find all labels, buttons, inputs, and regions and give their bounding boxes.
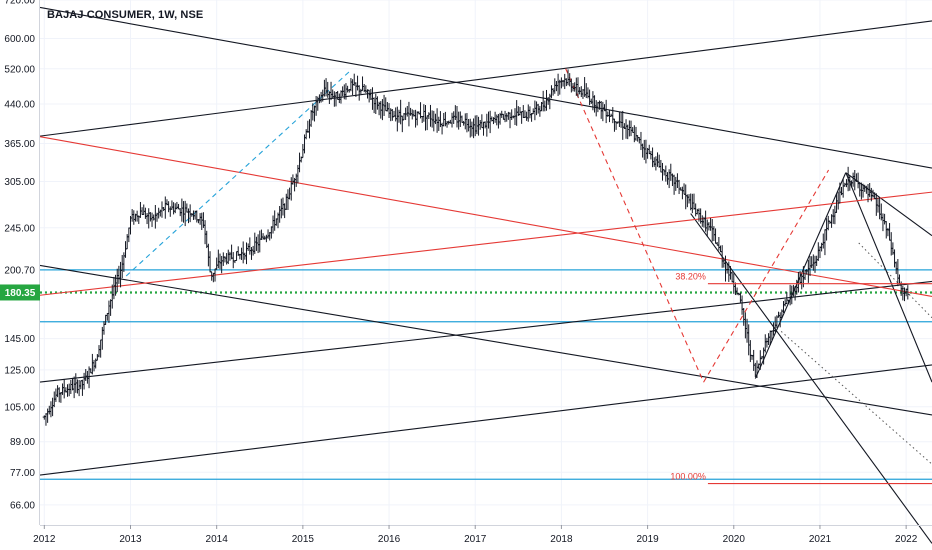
horizontal-levels bbox=[40, 269, 932, 480]
trend-line bbox=[39, 280, 932, 383]
y-tick-label: 200.70 bbox=[4, 265, 35, 276]
y-tick-label: 520.00 bbox=[4, 64, 35, 75]
y-tick-label: 365.00 bbox=[4, 139, 35, 150]
y-tick-label: 720.00 bbox=[4, 0, 35, 7]
trend-line bbox=[39, 264, 932, 416]
trend-lines bbox=[39, 6, 932, 544]
last-price-tag: 180.35 bbox=[0, 284, 40, 301]
trend-line bbox=[845, 172, 932, 383]
dotted-line bbox=[858, 242, 932, 319]
y-tick-label: 125.00 bbox=[4, 365, 35, 376]
x-tick-label: 2022 bbox=[895, 534, 918, 545]
last-price-label: 180.35 bbox=[5, 288, 36, 299]
y-tick-label: 245.00 bbox=[4, 223, 35, 234]
y-tick-label: 600.00 bbox=[4, 34, 35, 45]
y-tick-label: 145.00 bbox=[4, 334, 35, 345]
trend-line bbox=[39, 364, 932, 476]
trend-line bbox=[39, 6, 932, 169]
chart-title: BAJAJ CONSUMER, 1W, NSE bbox=[47, 9, 204, 21]
x-tick-label: 2019 bbox=[636, 534, 659, 545]
trend-line bbox=[39, 20, 932, 137]
dashed-line bbox=[565, 68, 705, 383]
x-tick-label: 2013 bbox=[119, 534, 142, 545]
fib-levels: 38.20% 100.00% bbox=[670, 272, 932, 485]
fib-level-label: 38.20% bbox=[675, 272, 706, 282]
y-axis: 720.00 600.00 520.00 440.00 365.00 305.00 245.… bbox=[4, 0, 40, 525]
fib-level-label: 100.00% bbox=[670, 472, 706, 482]
x-axis: 2012 2013 2014 2015 2016 2017 2018 2019 2020 2021… bbox=[33, 525, 932, 545]
last-price-box bbox=[0, 284, 40, 301]
y-tick-label: 77.00 bbox=[10, 468, 35, 479]
trend-line bbox=[845, 172, 932, 237]
y-tick-label: 440.00 bbox=[4, 100, 35, 111]
y-tick-label: 305.00 bbox=[4, 177, 35, 188]
trend-line bbox=[39, 136, 932, 297]
grid-lines bbox=[40, 0, 932, 525]
x-tick-label: 2016 bbox=[378, 534, 401, 545]
y-tick-label: 66.00 bbox=[10, 500, 35, 511]
trend-line bbox=[39, 191, 932, 296]
price-bars bbox=[42, 69, 910, 426]
x-tick-label: 2012 bbox=[33, 534, 56, 545]
dotted-line bbox=[780, 331, 932, 465]
x-tick-label: 2020 bbox=[723, 534, 746, 545]
x-tick-label: 2021 bbox=[809, 534, 832, 545]
x-tick-label: 2015 bbox=[292, 534, 315, 545]
y-tick-label: 89.00 bbox=[10, 437, 35, 448]
x-tick-label: 2014 bbox=[206, 534, 229, 545]
dashed-line bbox=[703, 169, 830, 383]
x-tick-label: 2018 bbox=[550, 534, 573, 545]
y-tick-label: 105.00 bbox=[4, 402, 35, 413]
x-tick-label: 2017 bbox=[464, 534, 487, 545]
